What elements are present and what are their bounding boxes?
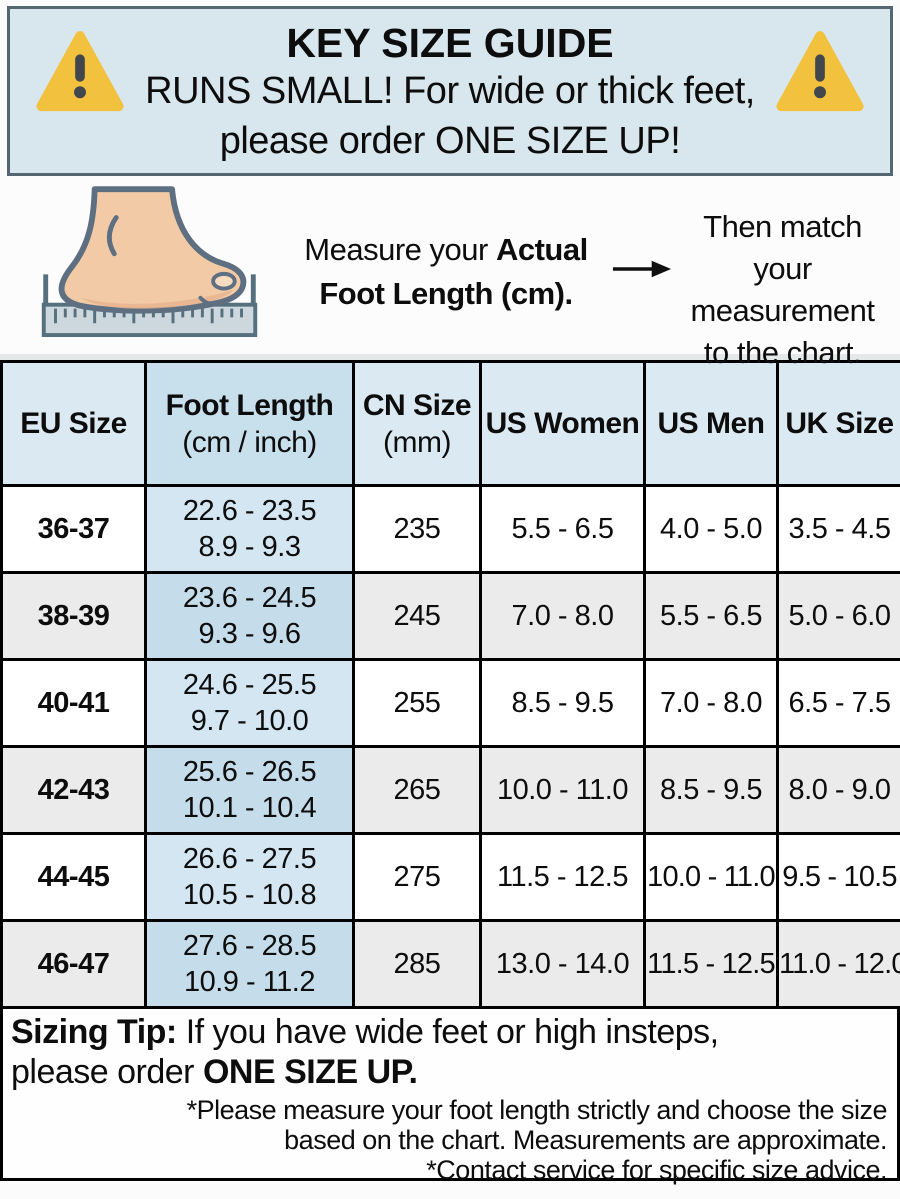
table-row: 46-47 27.6 - 28.5 10.9 - 11.2 285 13.0 - … [0,919,900,1009]
footnote-line3: *Contact service for specific size advic… [426,1155,887,1185]
sizing-tip-footer: Sizing Tip: If you have wide feet or hig… [0,1009,900,1185]
warning-banner: KEY SIZE GUIDE RUNS SMALL! For wide or t… [7,6,893,176]
cell-uk-size: 5.0 - 6.0 [776,571,900,661]
column-header-us-women: US Women [479,360,646,487]
cell-uk-size: 8.0 - 9.0 [776,745,900,835]
cell-us-women: 11.5 - 12.5 [479,832,646,922]
table-row: 44-45 26.6 - 27.5 10.5 - 10.8 275 11.5 - … [0,832,900,922]
banner-warning-line1: RUNS SMALL! For wide or thick feet, [145,70,755,112]
match-text-line2: measurement [690,293,875,328]
cell-us-women: 8.5 - 9.5 [479,658,646,748]
table-row: 36-37 22.6 - 23.5 8.9 - 9.3 235 5.5 - 6.5… [0,484,900,574]
cell-us-women: 5.5 - 6.5 [479,484,646,574]
cell-cn-size: 265 [352,745,482,835]
foot-on-ruler-icon [41,186,258,338]
match-text-line3: to the chart. [703,335,862,370]
divider-strip [0,354,900,360]
cell-eu-size: 46-47 [0,919,147,1009]
column-header-eu-size: EU Size [0,360,147,487]
cell-foot-length: 24.6 - 25.5 9.7 - 10.0 [144,658,355,748]
cell-foot-length: 23.6 - 24.5 9.3 - 9.6 [144,571,355,661]
cell-us-women: 13.0 - 14.0 [479,919,646,1009]
cell-cn-size: 245 [352,571,482,661]
column-header-cn-size: CN Size (mm) [352,360,482,487]
sizing-tip-label: Sizing Tip: [11,1013,177,1051]
measure-text-foot-length: Foot Length (cm). [319,276,573,311]
table-row: 40-41 24.6 - 25.5 9.7 - 10.0 255 8.5 - 9.… [0,658,900,748]
cell-foot-length: 25.6 - 26.5 10.1 - 10.4 [144,745,355,835]
cell-cn-size: 255 [352,658,482,748]
cell-uk-size: 11.0 - 12.0 [776,919,900,1009]
cell-uk-size: 6.5 - 7.5 [776,658,900,748]
cell-eu-size: 36-37 [0,484,147,574]
cell-us-men: 11.5 - 12.5 [643,919,779,1009]
one-size-up-label: ONE SIZE UP. [202,1053,418,1091]
column-header-us-men: US Men [643,360,779,487]
measure-instructions-section: Measure your Actual Foot Length (cm). The… [0,176,900,370]
footnotes: *Please measure your foot length strictl… [11,1095,889,1185]
cell-us-men: 5.5 - 6.5 [643,571,779,661]
column-header-uk-size: UK Size [776,360,900,487]
cell-foot-length: 27.6 - 28.5 10.9 - 11.2 [144,919,355,1009]
cell-cn-size: 285 [352,919,482,1009]
cell-us-women: 7.0 - 8.0 [479,571,646,661]
sizing-tip-line1: Sizing Tip: If you have wide feet or hig… [11,1013,719,1051]
cell-us-men: 8.5 - 9.5 [643,745,779,835]
cell-eu-size: 38-39 [0,571,147,661]
cell-us-men: 7.0 - 8.0 [643,658,779,748]
cell-us-women: 10.0 - 11.0 [479,745,646,835]
cell-us-men: 10.0 - 11.0 [643,832,779,922]
measure-text-prefix: Measure your [304,232,496,267]
footnote-line1: *Please measure your foot length strictl… [186,1095,888,1125]
cell-cn-size: 235 [352,484,482,574]
cell-us-men: 4.0 - 5.0 [643,484,779,574]
banner-title: KEY SIZE GUIDE [286,20,614,66]
cell-eu-size: 40-41 [0,658,147,748]
cell-cn-size: 275 [352,832,482,922]
header-row: EU Size Foot Length (cm / inch) CN Size (m… [0,360,900,487]
cell-uk-size: 9.5 - 10.5 [776,832,900,922]
match-instruction-text: Then match your measurement to the chart… [673,206,892,374]
cell-uk-size: 3.5 - 4.5 [776,484,900,574]
cell-eu-size: 44-45 [0,832,147,922]
banner-warning-line2: please order ONE SIZE UP! [219,120,681,162]
size-conversion-table: EU Size Foot Length (cm / inch) CN Size (m… [0,360,900,1009]
warning-triangle-icon [776,31,864,112]
cell-foot-length: 26.6 - 27.5 10.5 - 10.8 [144,832,355,922]
column-header-foot-length: Foot Length (cm / inch) [144,360,355,487]
cell-foot-length: 22.6 - 23.5 8.9 - 9.3 [144,484,355,574]
footnote-line2: based on the chart. Measurements are app… [284,1125,887,1155]
table-row: 38-39 23.6 - 24.5 9.3 - 9.6 245 7.0 - 8.0… [0,571,900,661]
right-arrow-icon [612,260,672,278]
measure-instruction-text: Measure your Actual Foot Length (cm). [281,228,611,316]
cell-eu-size: 42-43 [0,745,147,835]
warning-triangle-icon [36,31,124,112]
size-guide-page: KEY SIZE GUIDE RUNS SMALL! For wide or t… [0,6,900,1199]
match-text-line1: Then match your [703,209,862,286]
table-row: 42-43 25.6 - 26.5 10.1 - 10.4 265 10.0 - … [0,745,900,835]
measure-text-actual: Actual [495,232,588,267]
sizing-tip-line2: please order ONE SIZE UP. [11,1053,418,1091]
